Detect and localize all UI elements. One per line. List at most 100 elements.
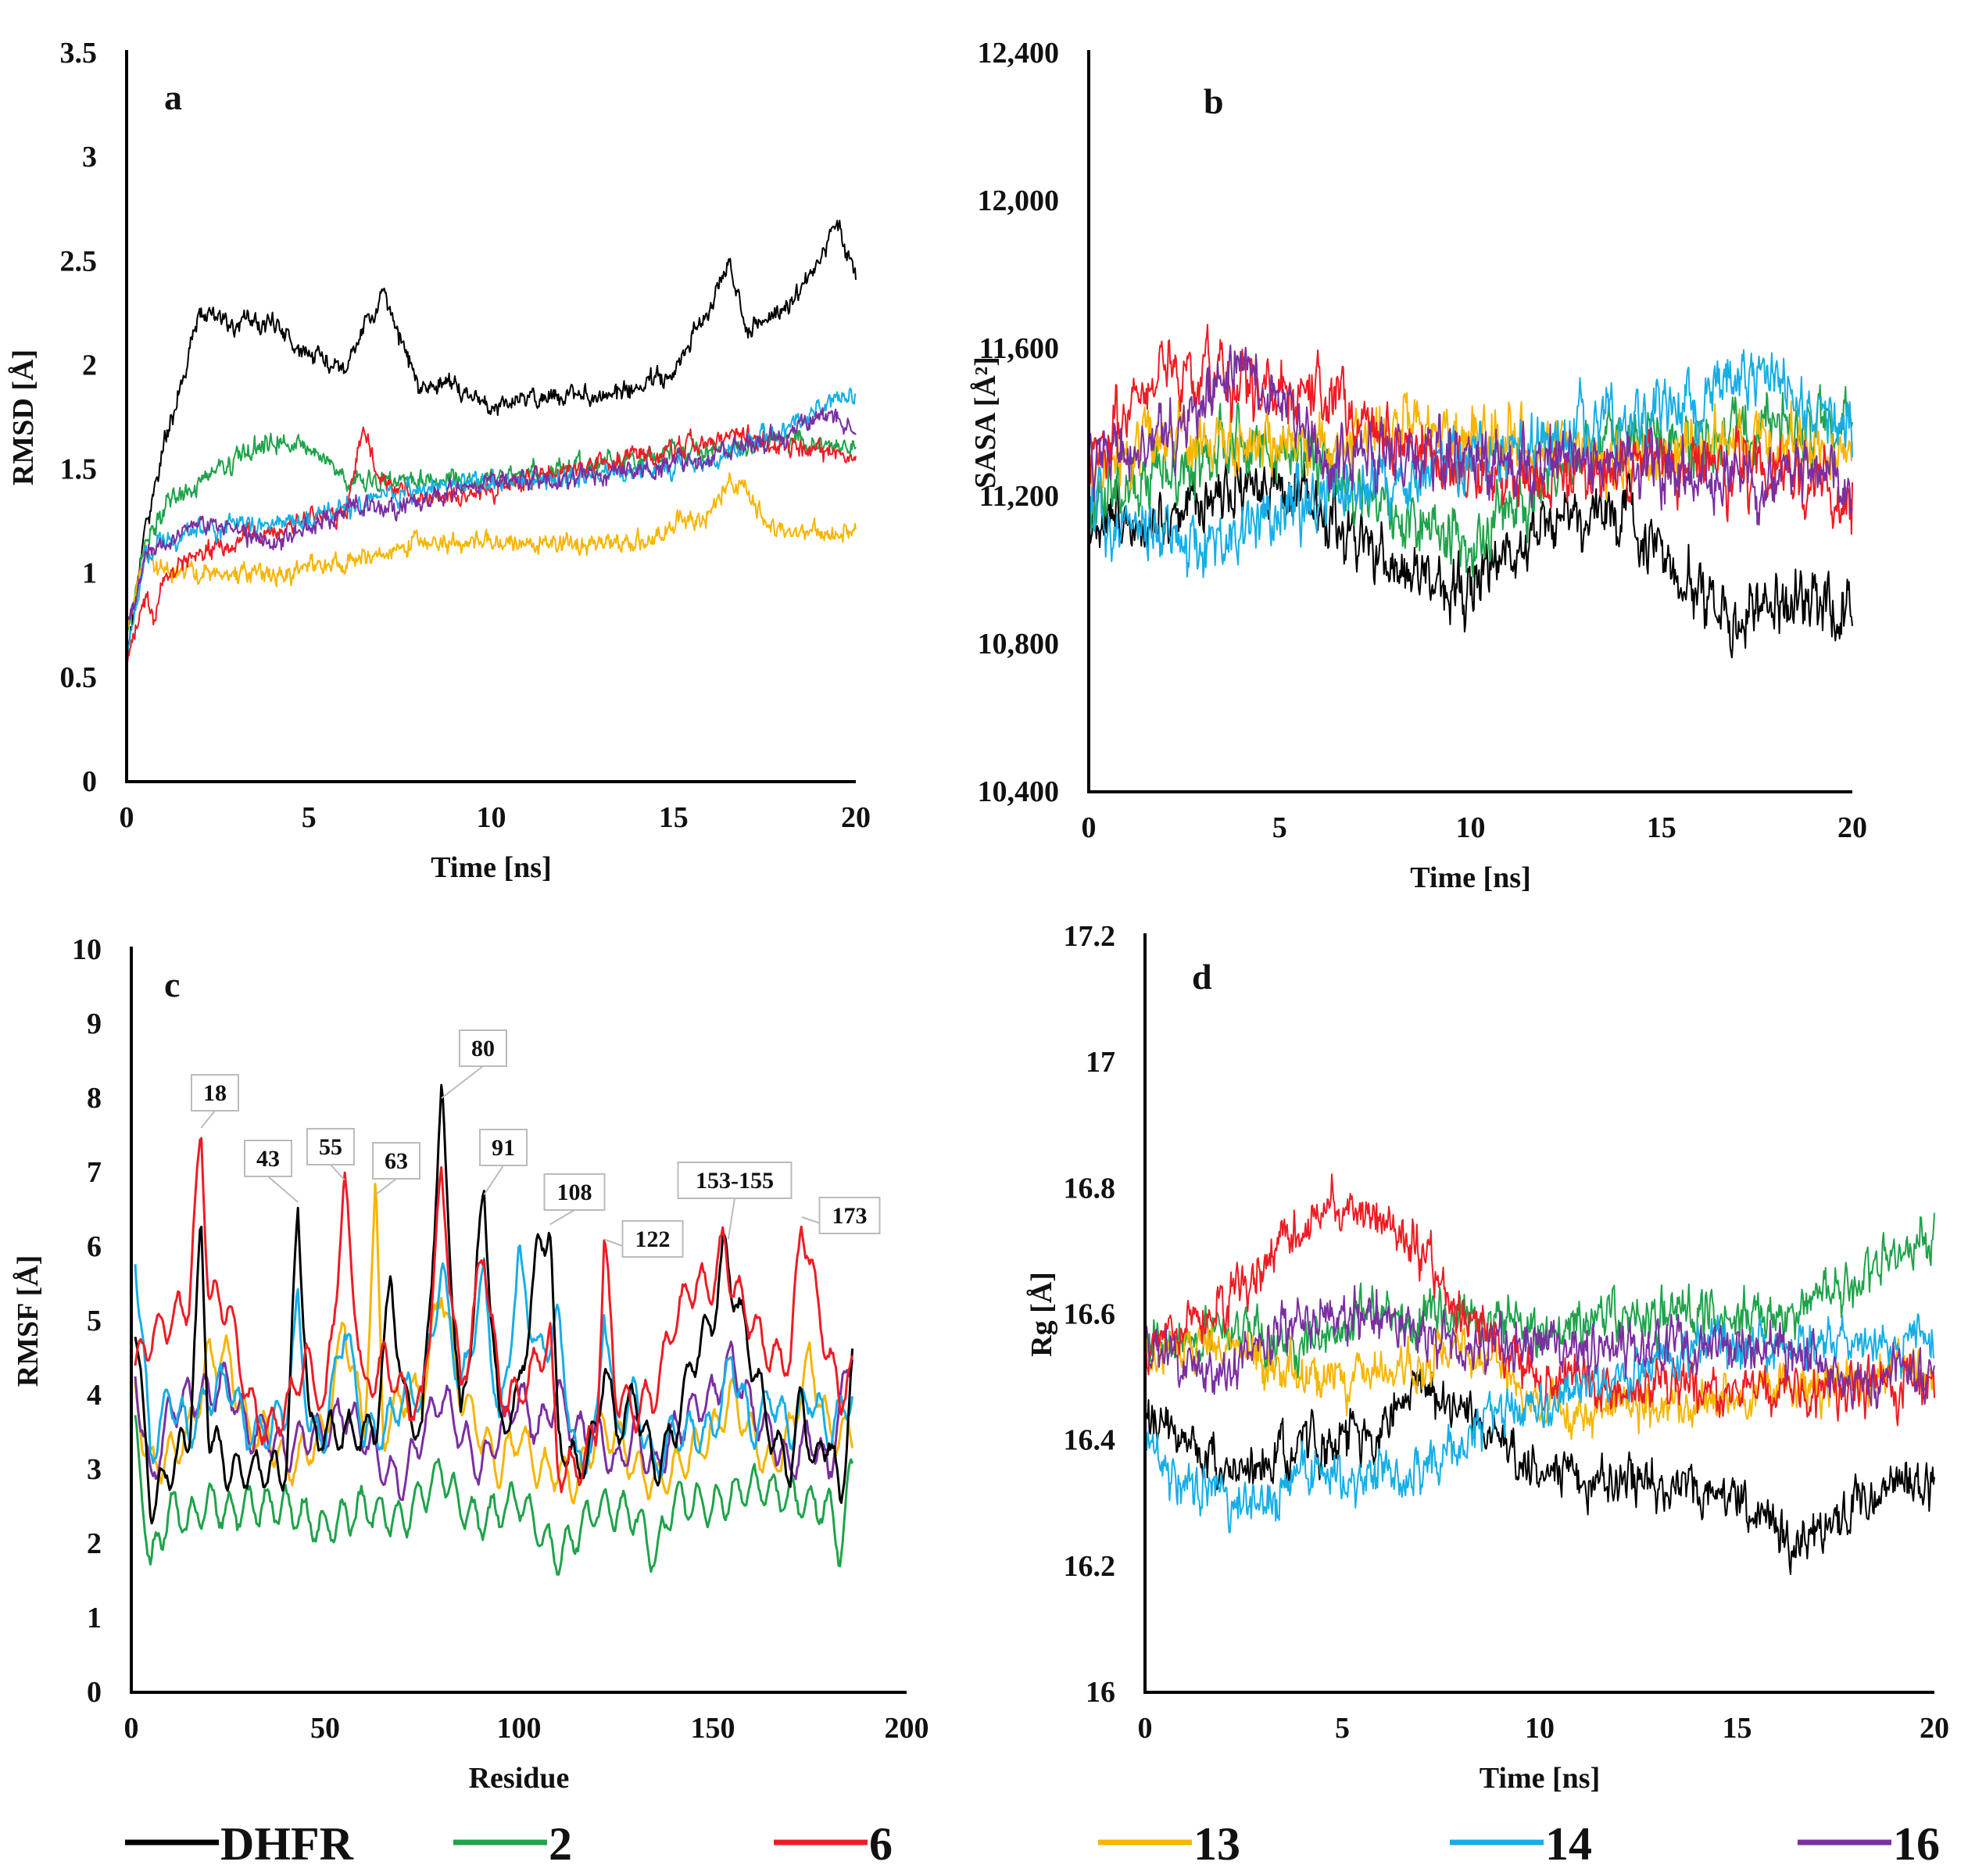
residue-callout: 80	[441, 1029, 507, 1099]
x-tick-label: 0	[120, 801, 134, 834]
panel-letter: c	[164, 965, 180, 1004]
series-line-DHFR	[126, 220, 857, 657]
y-tick-label: 7	[87, 1156, 102, 1189]
x-tick-label: 50	[310, 1712, 340, 1745]
y-tick-label: 11,200	[979, 480, 1059, 513]
x-axis-title: Time [ns]	[431, 851, 551, 884]
callout-label: 91	[492, 1135, 515, 1161]
callout-label: 43	[256, 1146, 280, 1172]
callout-label: 55	[319, 1134, 342, 1160]
x-tick-label: 10	[1456, 811, 1486, 844]
residue-callout: 43	[244, 1140, 299, 1203]
residue-callout: 122	[603, 1220, 684, 1258]
axis-lines	[1087, 50, 1852, 793]
legend-item-2: 2	[453, 1818, 572, 1870]
x-tick-label: 15	[1723, 1712, 1752, 1745]
x-tick-label: 150	[691, 1712, 735, 1745]
residue-callout: 55	[306, 1128, 355, 1181]
series-line-16	[1088, 344, 1853, 526]
residue-callout: 108	[543, 1173, 606, 1226]
y-tick-label: 2	[87, 1527, 102, 1560]
x-tick-label: 200	[885, 1712, 929, 1745]
x-tick-label: 0	[124, 1712, 139, 1745]
y-tick-label: 0	[87, 1676, 102, 1709]
x-axis-title: Time [ns]	[1410, 861, 1530, 894]
x-tick-label: 5	[1272, 811, 1287, 844]
x-axis-title: Time [ns]	[1480, 1762, 1600, 1795]
legend-label: DHFR	[220, 1818, 354, 1870]
y-tick-label: 9	[87, 1008, 102, 1040]
residue-callout: 173	[801, 1197, 881, 1234]
callout-label: 18	[203, 1080, 227, 1106]
series-line-16	[126, 406, 857, 630]
legend-label: 6	[869, 1818, 893, 1870]
y-tick-label: 12,000	[978, 184, 1060, 217]
y-tick-label: 6	[87, 1230, 102, 1263]
series-line-16	[134, 1341, 854, 1502]
series-line-14	[1144, 1313, 1935, 1534]
x-tick-label: 20	[841, 801, 871, 834]
y-tick-label: 3	[87, 1453, 102, 1486]
legend-label: 14	[1545, 1818, 1592, 1870]
y-tick-label: 16.6	[1064, 1298, 1116, 1331]
callout-label: 80	[471, 1036, 495, 1062]
y-tick-label: 10,800	[978, 628, 1060, 661]
series-line-2	[134, 1415, 854, 1576]
legend-label: 2	[549, 1818, 572, 1870]
panel-letter: d	[1192, 957, 1212, 997]
y-tick-label: 0.5	[60, 661, 98, 694]
y-tick-label: 16.4	[1064, 1424, 1116, 1457]
series-line-6	[126, 424, 857, 664]
x-tick-label: 0	[1082, 811, 1097, 844]
y-tick-label: 10,400	[978, 775, 1060, 808]
y-tick-label: 17	[1086, 1046, 1115, 1079]
y-tick-label: 16	[1086, 1676, 1115, 1709]
legend-item-13: 13	[1098, 1818, 1240, 1870]
y-tick-label: 1.5	[60, 453, 98, 486]
y-axis-title: RMSD [Å]	[7, 349, 40, 485]
x-tick-label: 15	[1647, 811, 1676, 844]
y-tick-label: 0	[82, 765, 97, 798]
series-line-14	[1088, 349, 1853, 578]
series-line-DHFR	[134, 1083, 854, 1525]
x-tick-label: 5	[1335, 1712, 1350, 1745]
y-tick-label: 2	[82, 349, 97, 381]
series-line-DHFR	[1144, 1368, 1935, 1575]
callout-label: 122	[635, 1226, 671, 1252]
y-axis-title: SASA [Å²]	[969, 356, 1002, 489]
callout-label: 63	[385, 1148, 408, 1174]
x-tick-label: 5	[302, 801, 317, 834]
axis-lines	[1143, 933, 1934, 1694]
x-tick-label: 20	[1920, 1712, 1949, 1745]
residue-callout: 91	[479, 1129, 528, 1196]
legend-item-16: 16	[1798, 1818, 1940, 1870]
y-tick-label: 8	[87, 1082, 102, 1115]
legend-item-DHFR: DHFR	[125, 1818, 354, 1870]
x-tick-label: 10	[1525, 1712, 1555, 1745]
series-line-14	[134, 1244, 854, 1480]
residue-callout: 18	[191, 1074, 239, 1129]
y-tick-label: 16.2	[1064, 1550, 1116, 1583]
y-axis-title: RMSF [Å]	[12, 1255, 45, 1387]
y-tick-label: 3	[82, 141, 97, 174]
y-tick-label: 16.8	[1064, 1172, 1116, 1205]
legend-label: 13	[1193, 1818, 1240, 1870]
y-tick-label: 5	[87, 1305, 102, 1337]
x-tick-label: 15	[659, 801, 689, 834]
x-tick-label: 0	[1138, 1712, 1153, 1745]
series-line-DHFR	[1088, 459, 1853, 659]
y-tick-label: 3.5	[60, 37, 98, 70]
y-tick-label: 10	[72, 933, 102, 966]
x-tick-label: 10	[477, 801, 506, 834]
y-tick-label: 4	[87, 1379, 102, 1412]
legend: DHFR 2 6 13 14 16	[125, 1818, 1940, 1870]
callout-label: 173	[832, 1203, 868, 1229]
y-axis-title: Rg [Å]	[1025, 1272, 1058, 1357]
legend-item-14: 14	[1450, 1818, 1592, 1870]
legend-item-6: 6	[774, 1818, 893, 1870]
residue-callout: 63	[372, 1142, 420, 1196]
panel-letter: b	[1204, 81, 1224, 121]
panel-letter: a	[164, 77, 182, 117]
x-axis-title: Residue	[469, 1762, 570, 1795]
